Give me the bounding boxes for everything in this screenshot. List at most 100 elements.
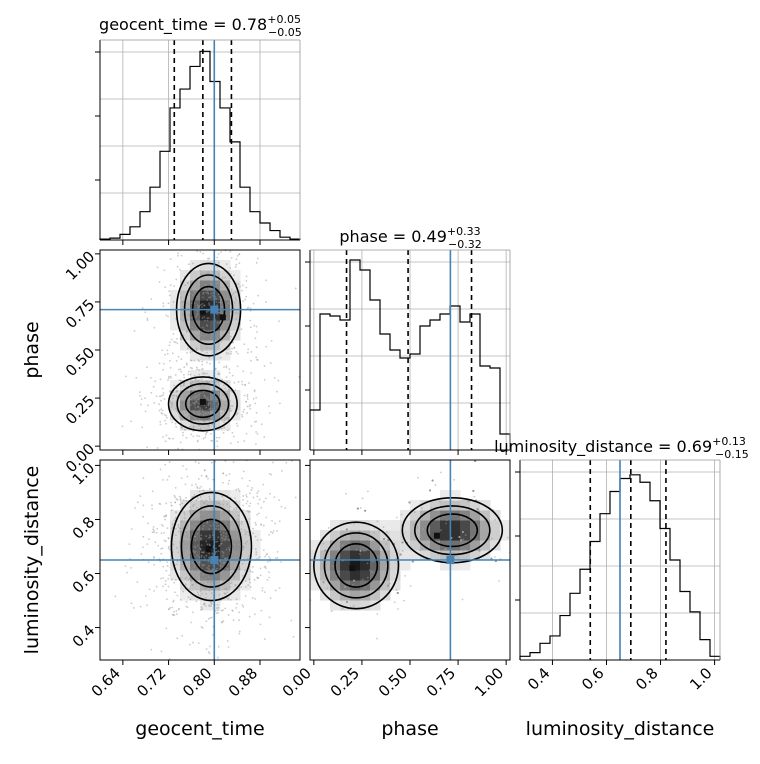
- sample-point: [238, 524, 241, 527]
- density-cell: [400, 530, 411, 541]
- sample-point: [222, 421, 225, 423]
- density-cell: [190, 400, 201, 411]
- sample-point: [434, 484, 437, 487]
- density-cell: [450, 540, 461, 551]
- sample-point: [180, 520, 183, 523]
- sample-point: [198, 381, 201, 384]
- sample-point: [245, 493, 248, 496]
- sample-point: [209, 570, 212, 572]
- sample-point: [255, 346, 258, 349]
- density-cell: [170, 380, 181, 391]
- truth-marker: [210, 556, 219, 564]
- sample-point: [189, 598, 192, 601]
- sample-point: [225, 445, 227, 447]
- sample-point: [162, 585, 164, 588]
- sample-point: [190, 302, 193, 305]
- sample-point: [218, 373, 221, 375]
- sample-point: [142, 535, 145, 538]
- sample-point: [246, 351, 249, 354]
- density-cell: [250, 550, 261, 561]
- density-cell: [200, 530, 211, 541]
- sample-point: [175, 359, 178, 362]
- sample-point: [185, 600, 188, 603]
- sample-point: [130, 528, 133, 530]
- density-cell: [190, 330, 201, 341]
- sample-point: [163, 269, 166, 272]
- sample-point: [222, 575, 225, 578]
- sample-point: [192, 519, 195, 522]
- sample-point: [297, 563, 299, 565]
- sample-point: [467, 500, 469, 503]
- sample-point: [160, 523, 163, 526]
- sample-point: [170, 501, 172, 504]
- sample-point: [215, 550, 218, 553]
- sample-point: [221, 330, 224, 333]
- density-cell: [180, 320, 191, 331]
- sample-point: [162, 302, 165, 305]
- sample-point: [379, 564, 382, 567]
- sample-point: [190, 525, 193, 528]
- sample-point: [245, 531, 248, 533]
- sample-point: [271, 532, 274, 534]
- density-cell: [230, 300, 241, 311]
- sample-point: [176, 594, 179, 597]
- sample-point: [219, 565, 221, 567]
- sample-point: [198, 413, 201, 415]
- sample-point: [206, 324, 209, 327]
- sample-point: [171, 527, 173, 530]
- sample-point: [160, 394, 163, 397]
- sample-point: [194, 535, 197, 538]
- density-cell: [180, 570, 191, 581]
- sample-point: [237, 488, 240, 490]
- sample-point: [191, 350, 194, 353]
- density-cell: [430, 550, 441, 561]
- density-cell: [200, 320, 211, 331]
- axes-frame: [99, 459, 301, 661]
- sample-point: [253, 578, 256, 581]
- density-peak: [219, 314, 226, 321]
- sample-point: [206, 319, 209, 322]
- sample-point: [216, 609, 219, 612]
- sample-point: [232, 569, 235, 572]
- sample-point: [257, 490, 260, 493]
- sample-point: [199, 518, 202, 520]
- sample-point: [179, 498, 182, 501]
- sample-point: [196, 310, 199, 313]
- density-cell: [420, 520, 431, 531]
- sample-point: [218, 593, 221, 596]
- density-cell: [210, 410, 221, 421]
- sample-point: [198, 516, 200, 519]
- sample-point: [199, 250, 202, 253]
- sample-point: [412, 523, 415, 526]
- density-cell: [190, 510, 201, 521]
- sample-point: [248, 492, 251, 495]
- sample-point: [242, 495, 245, 497]
- sample-point: [210, 605, 212, 607]
- sample-point: [161, 409, 164, 412]
- sample-point: [190, 317, 192, 319]
- sample-point: [216, 501, 218, 504]
- sample-point: [210, 333, 213, 335]
- sample-point: [168, 658, 171, 660]
- sample-point: [202, 296, 204, 299]
- sample-point: [227, 352, 230, 355]
- sample-point: [242, 370, 245, 373]
- sample-point: [231, 341, 234, 344]
- sample-point: [146, 319, 149, 321]
- sample-point: [438, 500, 441, 503]
- sample-point: [247, 584, 250, 587]
- sample-point: [197, 385, 200, 388]
- sample-point: [201, 247, 203, 249]
- sample-point: [196, 554, 198, 557]
- density-cell: [340, 600, 351, 611]
- density-cell: [490, 510, 501, 521]
- density-cell: [200, 500, 211, 511]
- sample-point: [278, 587, 281, 589]
- sample-point: [200, 485, 203, 488]
- sample-point: [506, 536, 509, 539]
- sample-point: [205, 512, 208, 515]
- sample-point: [129, 436, 131, 438]
- sample-point: [278, 520, 281, 523]
- sample-point: [202, 414, 205, 417]
- sample-point: [301, 457, 303, 459]
